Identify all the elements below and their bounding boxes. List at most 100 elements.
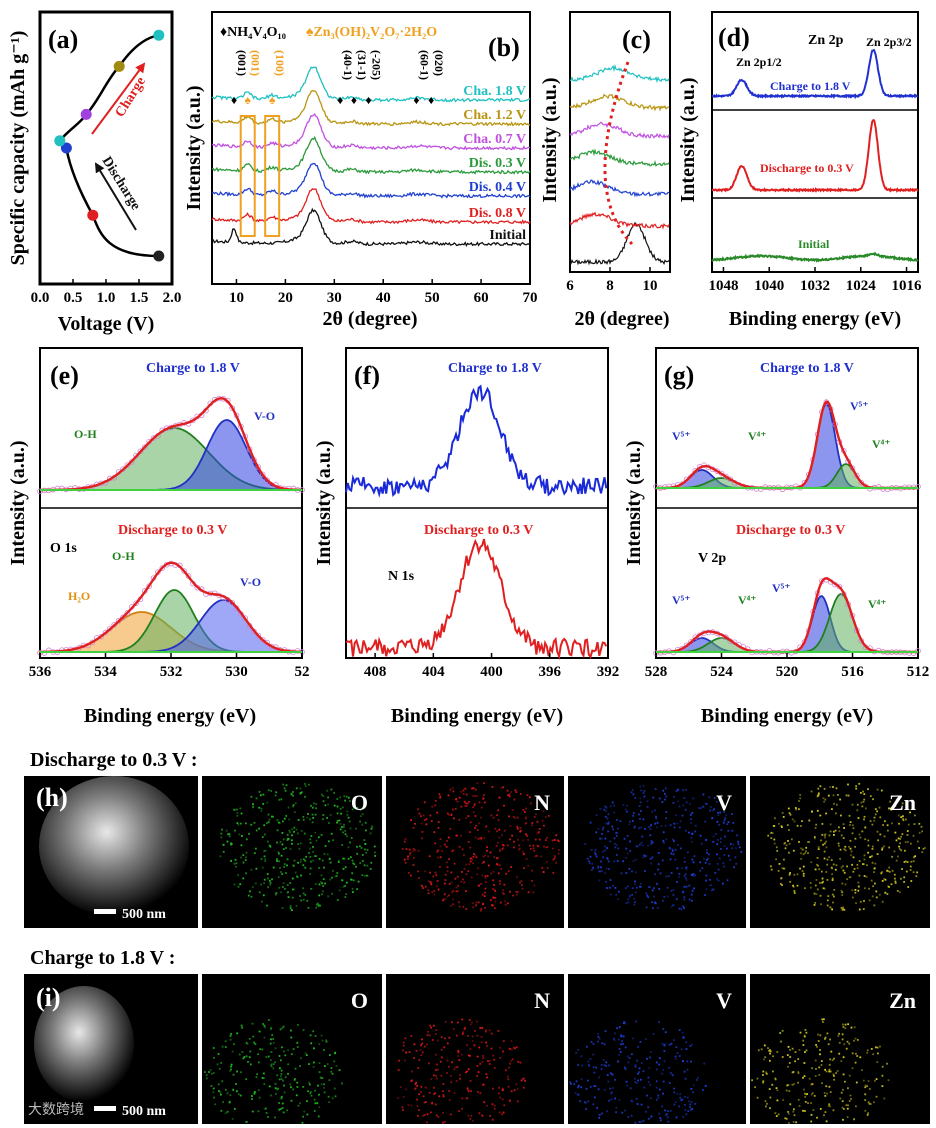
charge-arrow <box>91 62 146 135</box>
eds-pixel <box>270 790 272 792</box>
peak-phase-marker: ♦ <box>413 93 419 107</box>
eds-pixel <box>320 874 323 877</box>
panel-e-tick-label: 530 <box>225 664 248 680</box>
eds-pixel <box>551 839 554 842</box>
eds-pixel <box>915 875 918 878</box>
eds-pixel <box>921 830 923 833</box>
eds-pixel <box>682 890 685 893</box>
eds-pixel <box>824 1036 827 1039</box>
eds-pixel <box>464 805 467 807</box>
eds-pixel <box>425 885 427 888</box>
eds-pixel <box>675 898 678 900</box>
eds-pixel <box>295 828 298 831</box>
eds-pixel <box>763 1058 765 1061</box>
eds-pixel <box>240 856 242 859</box>
eds-pixel <box>474 836 477 839</box>
eds-pixel <box>334 1095 337 1098</box>
eds-pixel <box>359 809 362 811</box>
eds-pixel <box>884 891 887 894</box>
eds-pixel <box>605 867 608 870</box>
eds-pixel <box>904 849 906 852</box>
eds-pixel <box>274 1087 277 1090</box>
eds-pixel <box>430 1026 433 1029</box>
eds-pixel <box>602 850 605 853</box>
eds-pixel <box>364 875 366 877</box>
eds-pixel <box>777 1113 780 1116</box>
eds-pixel <box>327 1095 330 1098</box>
eds-pixel <box>871 823 874 826</box>
eds-pixel <box>359 862 362 864</box>
eds-pixel <box>291 896 294 899</box>
eds-pixel <box>781 884 783 886</box>
eds-pixel <box>838 1032 840 1035</box>
eds-pixel <box>466 1088 469 1090</box>
eds-pixel <box>440 1048 443 1051</box>
eds-pixel <box>895 859 898 862</box>
eds-pixel <box>618 890 620 893</box>
eds-pixel <box>864 887 866 890</box>
eds-pixel <box>268 1085 271 1088</box>
eds-pixel <box>648 886 651 888</box>
eds-pixel <box>823 788 826 790</box>
eds-pixel <box>790 838 793 841</box>
eds-pixel <box>782 816 785 818</box>
eds-pixel <box>364 848 366 851</box>
eds-pixel <box>664 1031 667 1034</box>
eds-pixel <box>794 1060 796 1063</box>
eds-pixel <box>282 838 285 841</box>
eds-pixel <box>661 1072 663 1075</box>
eds-pixel <box>831 877 834 880</box>
eds-pixel <box>603 808 605 811</box>
eds-pixel <box>234 829 236 832</box>
eds-pixel <box>433 1024 435 1027</box>
eds-pixel <box>897 855 899 858</box>
eds-pixel <box>601 1112 603 1115</box>
eds-pixel <box>414 1083 417 1085</box>
eds-pixel <box>618 1048 621 1050</box>
eds-pixel <box>604 1030 607 1033</box>
eds-pixel <box>248 833 250 835</box>
panel-f-tick-label: 404 <box>422 664 445 680</box>
eds-pixel <box>627 1061 630 1064</box>
eds-pixel <box>593 1096 596 1099</box>
eds-pixel <box>233 1108 236 1110</box>
eds-pixel <box>287 1072 289 1075</box>
eds-pixel <box>601 870 603 873</box>
eds-pixel <box>232 1073 235 1076</box>
eds-pixel <box>620 1043 623 1046</box>
eds-pixel <box>731 847 733 850</box>
eds-pixel <box>716 820 719 823</box>
eds-pixel <box>638 1067 641 1070</box>
eds-pixel <box>677 800 680 803</box>
eds-pixel <box>816 857 819 859</box>
eds-pixel <box>204 1071 206 1073</box>
eds-pixel <box>513 1047 516 1050</box>
eds-pixel <box>805 850 807 852</box>
eds-pixel <box>772 1055 774 1058</box>
eds-pixel <box>611 825 614 828</box>
eds-pixel <box>276 819 279 821</box>
eds-pixel <box>299 1065 301 1067</box>
eds-pixel <box>831 893 834 896</box>
eds-pixel <box>615 1111 617 1114</box>
eds-pixel <box>666 1110 669 1112</box>
eds-pixel <box>445 845 448 848</box>
eds-pixel <box>508 795 511 798</box>
eds-pixel <box>488 1029 491 1032</box>
eds-pixel <box>293 811 296 813</box>
eds-pixel <box>435 1063 438 1066</box>
eds-pixel <box>454 1066 456 1069</box>
eds-pixel <box>628 1057 631 1059</box>
eds-pixel <box>532 844 535 847</box>
panel-a-ylabel: Specific capacity (mAh g⁻¹) <box>7 31 29 266</box>
eds-pixel <box>636 1059 639 1062</box>
eds-pixel <box>519 1061 522 1064</box>
eds-pixel <box>278 886 281 889</box>
eds-pixel <box>588 860 590 863</box>
eds-pixel <box>639 818 641 820</box>
eds-pixel <box>440 1036 443 1039</box>
eds-pixel <box>272 866 275 869</box>
eds-pixel <box>480 837 483 840</box>
eds-pixel <box>678 875 680 878</box>
eds-pixel <box>624 1109 626 1112</box>
